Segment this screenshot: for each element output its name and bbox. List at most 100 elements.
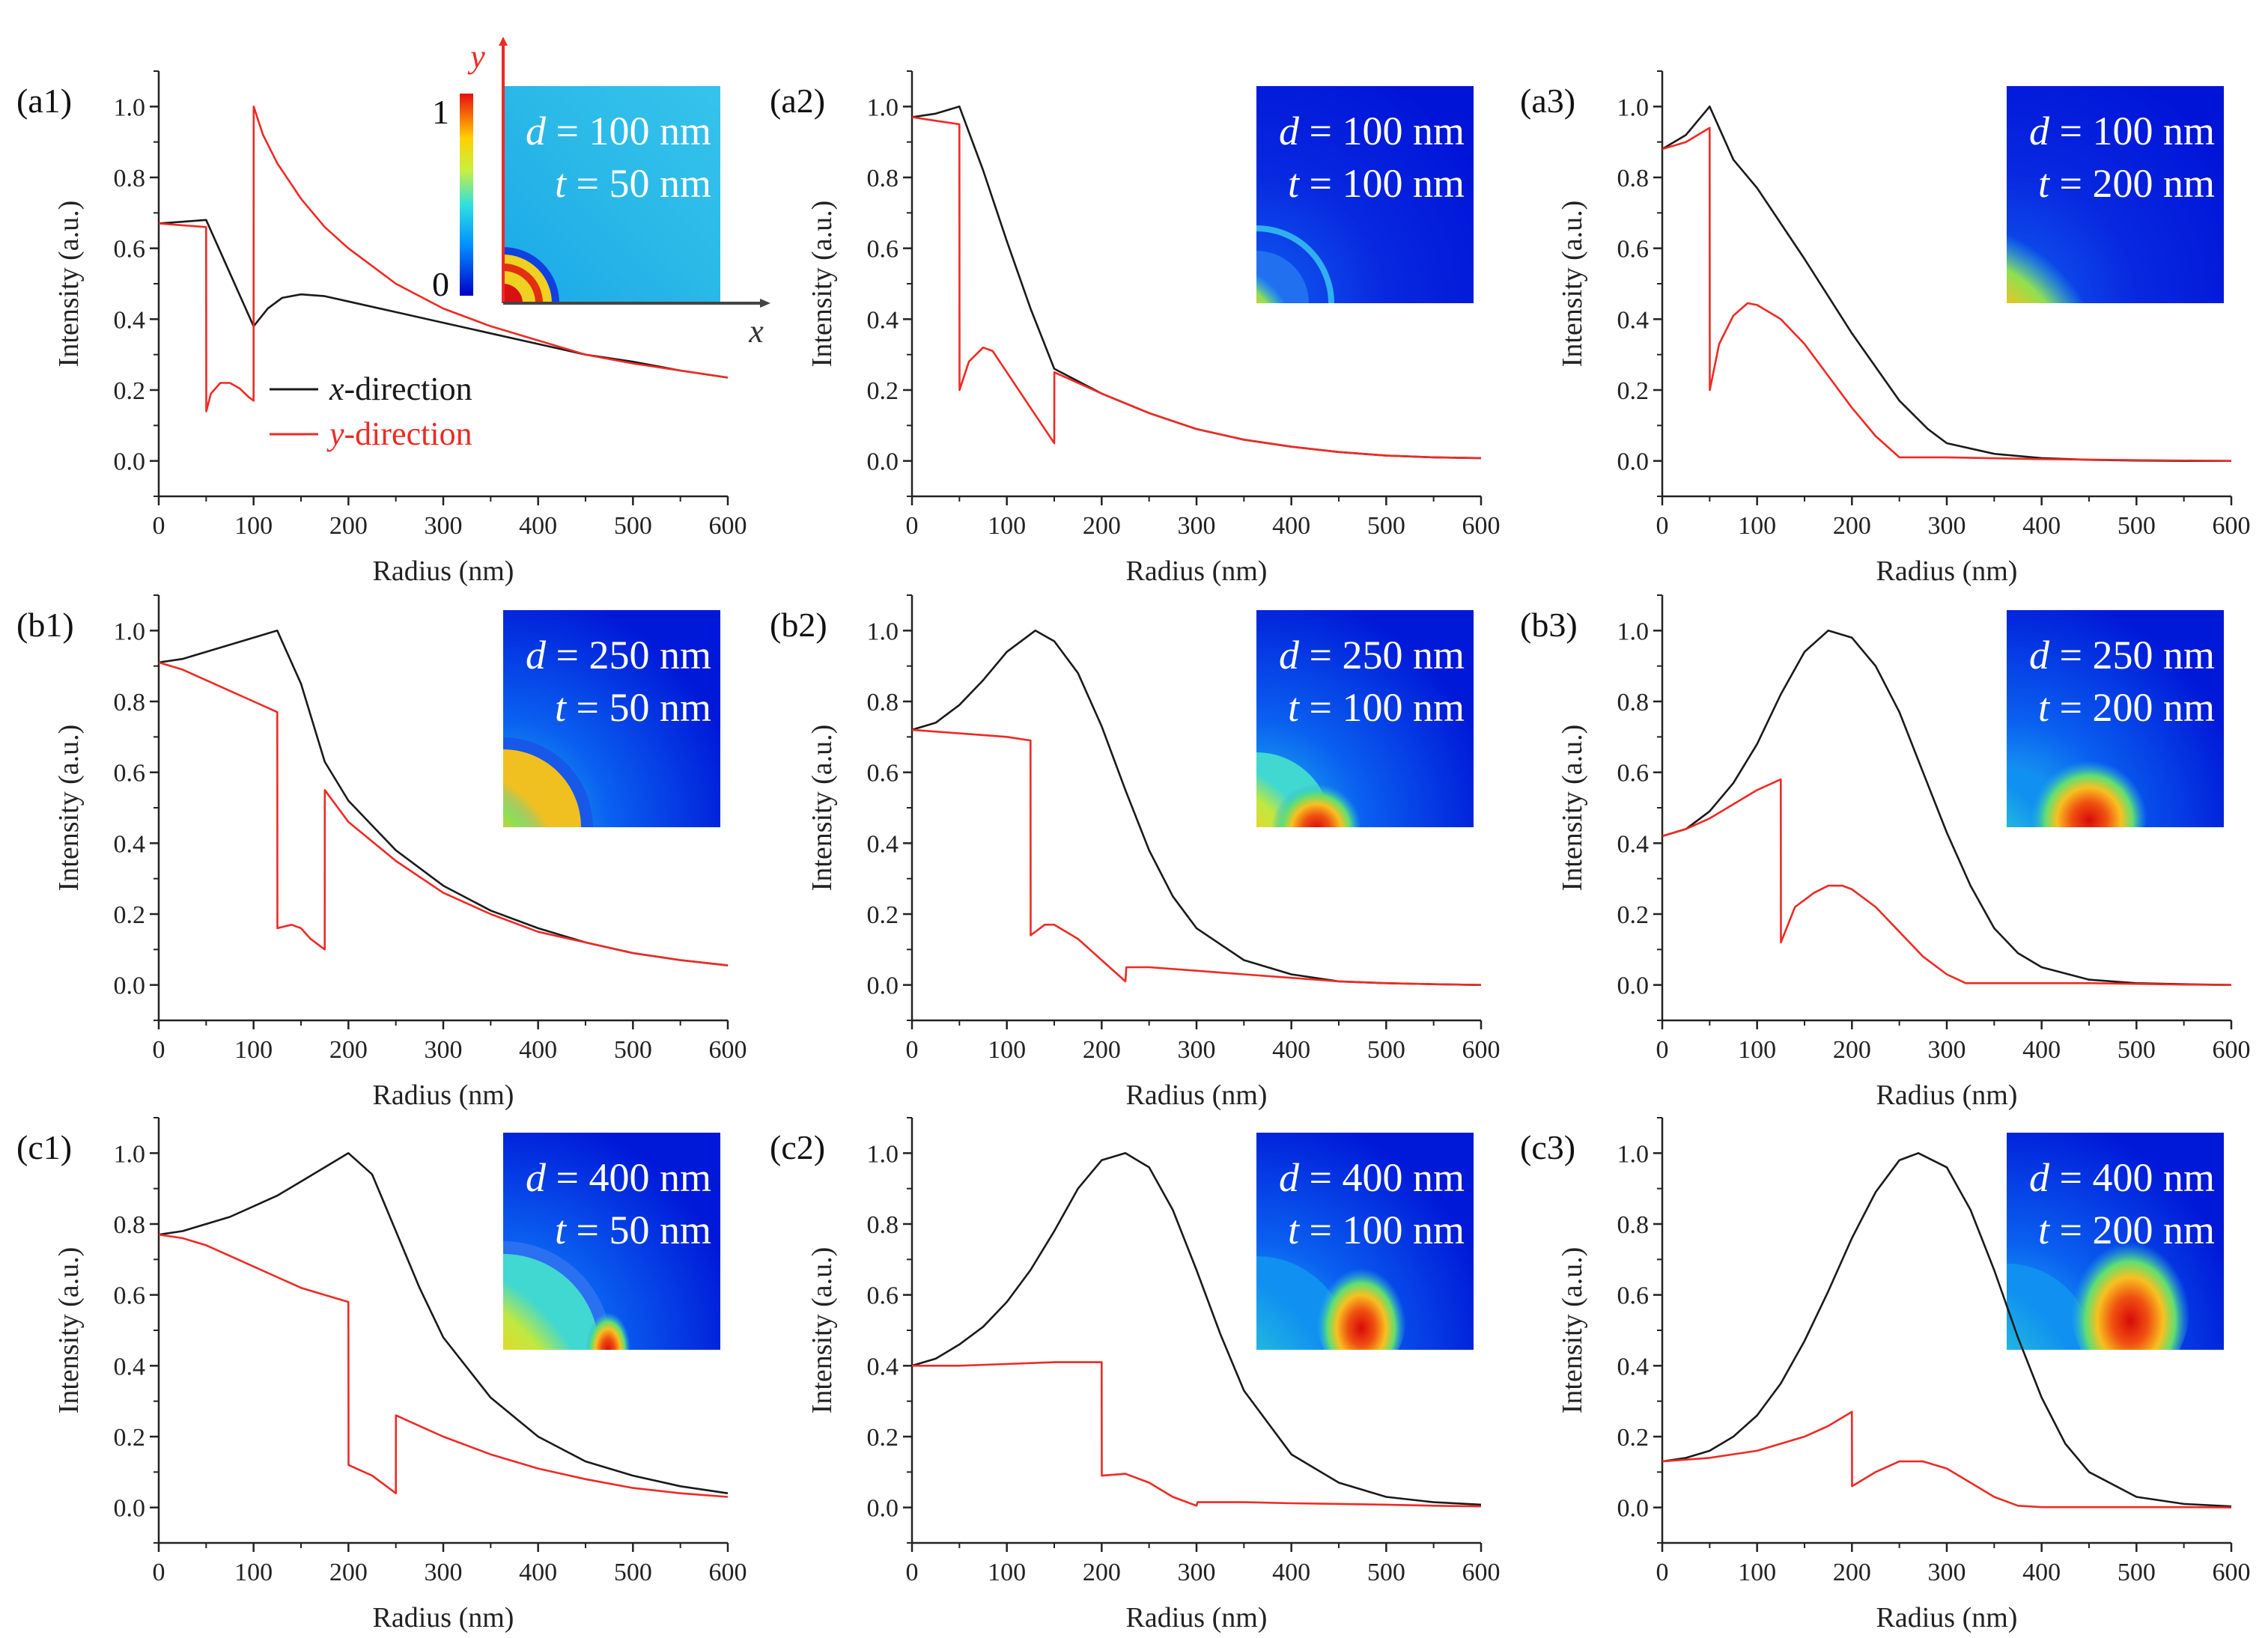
field-core: [2007, 1264, 2093, 1350]
x-axis-label: Radius (nm): [1126, 1080, 1268, 1111]
panel-label-c2: (c2): [770, 1128, 825, 1166]
x-tick-label: 600: [709, 1559, 747, 1586]
panel-c1: (c1) 0 100 200 300 400 500 600 0.0 0.2 0.4 0.6 0.8 1.…: [16, 1117, 747, 1634]
x-tick-label: 300: [1178, 1036, 1216, 1064]
x-tick-label: 400: [1272, 1559, 1310, 1586]
x-tick-label: 500: [2117, 1559, 2156, 1586]
y-tick-label: 1.0: [114, 1140, 146, 1168]
inset-t-var: t: [1288, 161, 1301, 206]
y-tick-label: 0.2: [114, 1424, 146, 1452]
y-tick-label: 0.8: [1617, 165, 1650, 192]
x-tick-label: 600: [2213, 1036, 2251, 1064]
panel-b3: (b3) 0 100 200 300 400 500 600 0.0 0.2 0.4 0.6 0.8 1.…: [1520, 594, 2251, 1111]
y-tick-label: 0.6: [867, 760, 899, 788]
inset-d-var: d: [526, 1155, 547, 1200]
y-tick-label: 0.2: [1617, 901, 1650, 929]
field-features: [1256, 752, 1361, 827]
inset-t-value: = 100 nm: [1299, 685, 1465, 730]
inset-d-label: d = 250 nm: [2029, 633, 2215, 678]
y-axis-label: Intensity (a.u.): [1557, 1247, 1588, 1414]
x-tick-label: 200: [329, 1036, 368, 1064]
y-tick-label: 0.6: [1617, 1282, 1650, 1310]
y-tick-label: 0.0: [114, 448, 146, 476]
inset-t-label: t = 50 nm: [555, 685, 711, 730]
y-tick-label: 0.6: [1617, 236, 1650, 264]
x-tick-label: 100: [234, 1559, 273, 1586]
y-tick-label: 0.0: [114, 1495, 146, 1523]
y-axis-label: Intensity (a.u.): [806, 201, 838, 368]
panel-label-c3: (c3): [1520, 1128, 1575, 1166]
x-tick-label: 400: [1272, 512, 1310, 540]
legend-y-var: y: [326, 415, 344, 452]
colorbar-min-label: 0: [432, 265, 449, 303]
y-tick-label: 0.2: [1617, 377, 1650, 405]
y-tick-label: 1.0: [867, 94, 899, 121]
x-tick-label: 300: [425, 1036, 463, 1064]
x-tick-label: 500: [2117, 1036, 2156, 1064]
inset-t-value: = 200 nm: [2049, 685, 2215, 730]
x-tick-label: 500: [1367, 512, 1405, 540]
field-core: [503, 1254, 599, 1350]
field-core: [503, 284, 523, 303]
y-tick-label: 1.0: [114, 618, 146, 645]
y-tick-label: 0.4: [114, 1353, 146, 1380]
inset-d-value: = 100 nm: [1299, 109, 1465, 153]
inset-d-label: d = 100 nm: [526, 109, 711, 153]
inset-d-label: d = 400 nm: [1279, 1155, 1465, 1200]
inset-d-var: d: [1279, 1155, 1300, 1200]
y-tick-label: 0.4: [867, 830, 899, 858]
y-tick-label: 1.0: [114, 94, 146, 121]
y-tick-label: 0.2: [867, 377, 899, 405]
y-axis-label: Intensity (a.u.): [806, 1247, 838, 1414]
y-tick-label: 0.4: [867, 1353, 899, 1380]
inset-t-var: t: [1288, 1208, 1301, 1252]
inset-t-value: = 50 nm: [566, 161, 711, 206]
y-tick-label: 0.6: [1617, 760, 1650, 788]
inset-t-label: t = 200 nm: [2038, 161, 2215, 206]
y-tick-label: 0.6: [114, 1282, 146, 1310]
x-tick-label: 0: [906, 1036, 919, 1064]
series-x-direction: [1662, 629, 2232, 986]
x-tick-label: 0: [1656, 512, 1669, 540]
y-tick-label: 0.6: [867, 236, 899, 264]
inset-t-var: t: [1288, 685, 1301, 730]
y-tick-label: 0.8: [1617, 1211, 1650, 1239]
field-core: [1256, 1256, 1350, 1350]
inset-t-var: t: [2038, 1208, 2051, 1252]
series-x-direction: [158, 1152, 729, 1494]
field-features: [2007, 1226, 2190, 1350]
y-tick-label: 0.0: [1617, 972, 1650, 1000]
panel-label-c1: (c1): [16, 1128, 72, 1166]
y-tick-label: 0.2: [1617, 1424, 1650, 1452]
inset-t-label: t = 50 nm: [555, 161, 711, 206]
inset-t-value: = 100 nm: [1299, 161, 1465, 206]
inset-t-label: t = 100 nm: [1288, 161, 1465, 206]
panel-label-b1: (b1): [16, 606, 74, 644]
y-axis-label: Intensity (a.u.): [1557, 725, 1588, 892]
x-tick-label: 400: [2022, 1559, 2061, 1586]
y-tick-label: 0.8: [114, 689, 146, 716]
inset-d-var: d: [2029, 109, 2050, 153]
x-tick-label: 600: [1462, 1559, 1501, 1586]
series-y-direction: [158, 661, 729, 966]
field-hotspot: [1271, 775, 1361, 827]
field-inset-c2: d = 400 nm t = 100 nm: [1256, 1133, 1474, 1350]
field-inset-c1: d = 400 nm t = 50 nm: [503, 1133, 720, 1350]
series-y-direction: [911, 116, 1482, 460]
legend-y-text: -direction: [344, 415, 472, 452]
y-tick-label: 0.4: [1617, 306, 1650, 334]
inset-t-label: t = 200 nm: [2038, 1208, 2215, 1252]
field-inset-b2: d = 250 nm t = 100 nm: [1256, 610, 1474, 827]
x-tick-label: 500: [1367, 1036, 1405, 1064]
panel-c2: (c2) 0 100 200 300 400 500 600 0.0 0.2 0.4 0.6 0.8 1.…: [770, 1117, 1501, 1634]
x-tick-label: 500: [614, 1036, 652, 1064]
x-tick-label: 400: [519, 1036, 557, 1064]
y-tick-label: 0.2: [114, 377, 146, 405]
x-tick-label: 100: [1738, 512, 1776, 540]
x-tick-label: 600: [1462, 512, 1501, 540]
field-inset-c3: d = 400 nm t = 200 nm: [2007, 1133, 2224, 1350]
x-axis-label: Radius (nm): [1876, 1602, 2018, 1634]
x-axis-label: Radius (nm): [1126, 1602, 1268, 1634]
y-tick-label: 1.0: [1617, 94, 1650, 121]
series-y-direction: [912, 1361, 1482, 1508]
